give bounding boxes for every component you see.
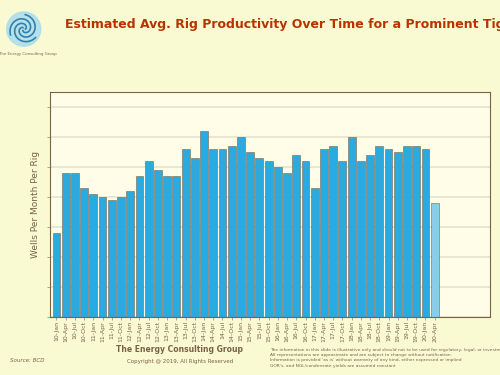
- Bar: [210, 149, 217, 317]
- Bar: [218, 149, 226, 317]
- Bar: [302, 161, 310, 317]
- Bar: [136, 176, 143, 317]
- Bar: [117, 197, 125, 317]
- Bar: [357, 161, 365, 317]
- Bar: [237, 137, 245, 317]
- Bar: [283, 173, 291, 317]
- Bar: [311, 188, 318, 317]
- Bar: [163, 176, 171, 317]
- Y-axis label: Wells Per Month Per Rig: Wells Per Month Per Rig: [30, 151, 40, 258]
- Bar: [145, 161, 152, 317]
- Bar: [376, 146, 383, 317]
- Bar: [200, 131, 208, 317]
- Bar: [256, 158, 264, 317]
- Bar: [228, 146, 235, 317]
- Bar: [330, 146, 337, 317]
- Bar: [52, 233, 60, 317]
- Bar: [172, 176, 180, 317]
- Bar: [422, 149, 430, 317]
- Bar: [384, 149, 392, 317]
- Bar: [320, 149, 328, 317]
- Text: The Energy Consulting Group: The Energy Consulting Group: [116, 345, 244, 354]
- Bar: [182, 149, 190, 317]
- Bar: [412, 146, 420, 317]
- Bar: [274, 167, 282, 317]
- Text: Estimated Avg. Rig Productivity Over Time for a Prominent Tight Oil Play: Estimated Avg. Rig Productivity Over Tim…: [65, 18, 500, 31]
- Bar: [80, 188, 88, 317]
- Polygon shape: [6, 12, 41, 46]
- Bar: [108, 200, 116, 317]
- Text: Source: BCD: Source: BCD: [10, 358, 44, 363]
- Bar: [246, 152, 254, 317]
- Text: Copyright @ 2019, All Rights Reserved: Copyright @ 2019, All Rights Reserved: [127, 360, 233, 364]
- Bar: [403, 146, 411, 317]
- Bar: [430, 203, 438, 317]
- Bar: [264, 161, 272, 317]
- Bar: [71, 173, 79, 317]
- Bar: [126, 191, 134, 317]
- Bar: [62, 173, 70, 317]
- Bar: [191, 158, 198, 317]
- Bar: [394, 152, 402, 317]
- Bar: [90, 194, 98, 317]
- Bar: [348, 137, 356, 317]
- Bar: [98, 197, 106, 317]
- Bar: [154, 170, 162, 317]
- Text: The information in this slide is illustrative only and should not to be used for: The information in this slide is illustr…: [270, 348, 500, 368]
- Bar: [338, 161, 346, 317]
- Bar: [292, 155, 300, 317]
- Text: The Energy Consulting Group: The Energy Consulting Group: [0, 52, 56, 56]
- Bar: [366, 155, 374, 317]
